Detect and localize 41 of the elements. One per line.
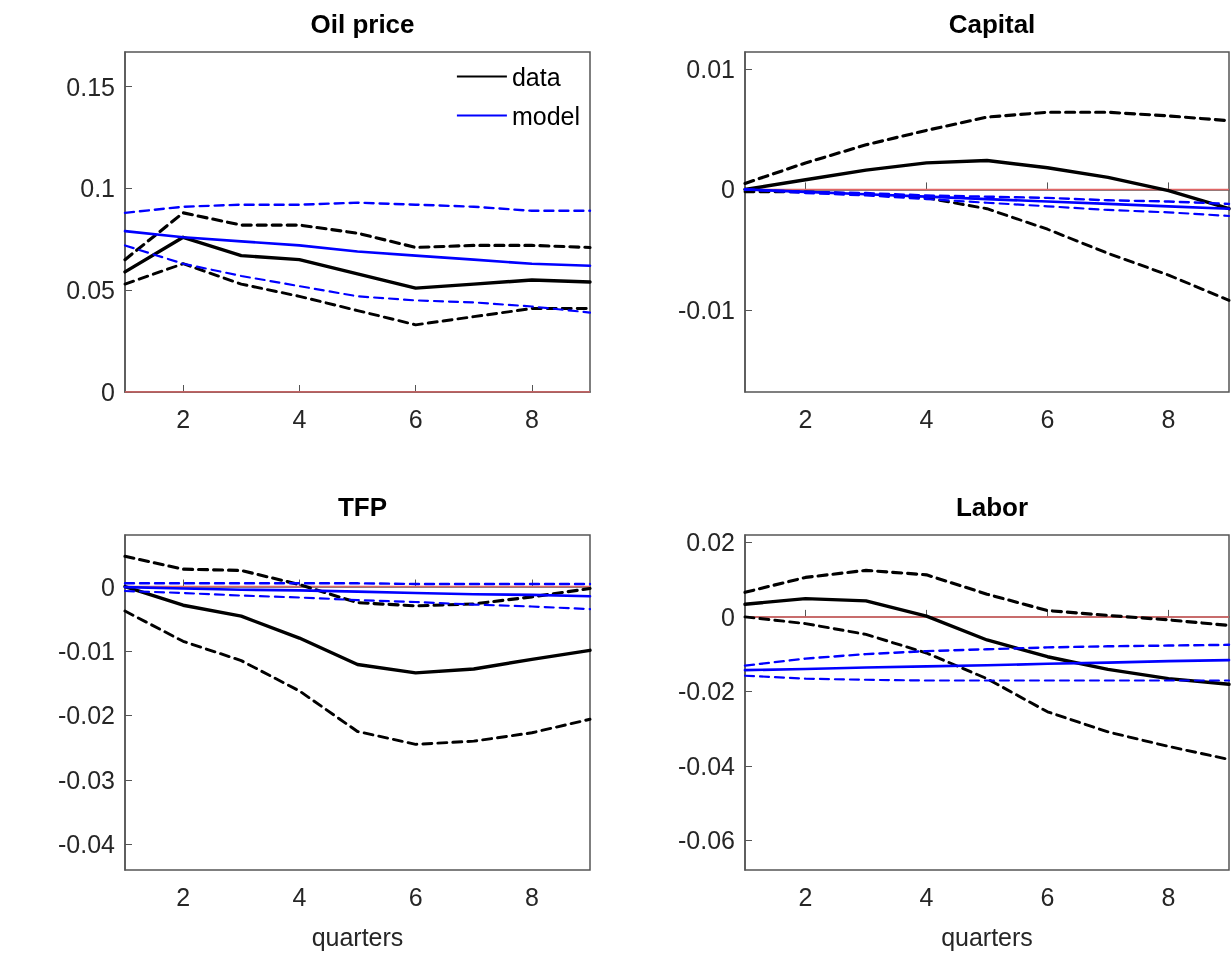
chart-title: TFP (337, 492, 388, 522)
legend-label: model (511, 101, 580, 130)
y-tick-label: 0.15 (66, 72, 115, 101)
y-tick-label: -0.04 (58, 830, 116, 859)
x-tick-label: 4 (919, 882, 934, 911)
chart-title: Oil price (310, 9, 415, 39)
y-tick-label: -0.02 (58, 701, 115, 730)
y-tick-label: 0 (721, 602, 735, 631)
y-tick-label: -0.01 (58, 636, 115, 665)
x-tick-label: 2 (176, 404, 191, 433)
y-tick-label: 0 (101, 378, 115, 406)
x-tick-label: 6 (1040, 404, 1055, 433)
y-tick-label: -0.01 (678, 296, 735, 325)
x-tick-label: 4 (919, 404, 934, 433)
y-tick-label: -0.02 (678, 677, 735, 706)
y-tick-label: -0.04 (678, 751, 736, 780)
x-tick-label: 2 (176, 882, 191, 911)
x-tick-label: 8 (524, 882, 539, 911)
x-tick-label: 8 (1161, 404, 1176, 433)
x-tick-label: 4 (292, 882, 307, 911)
chart-title: Labor (955, 492, 1029, 522)
x-tick-label: 6 (408, 404, 423, 433)
x-tick-label: 8 (524, 404, 539, 433)
x-tick-label: 6 (1040, 882, 1055, 911)
y-tick-label: 0 (721, 175, 735, 204)
x-tick-label: 6 (408, 882, 423, 911)
x-tick-label: 4 (292, 404, 307, 433)
y-tick-label: -0.06 (678, 826, 735, 855)
y-tick-label: 0.1 (80, 174, 115, 203)
x-tick-label: 2 (798, 404, 813, 433)
x-axis-title: quarters (311, 922, 404, 951)
chart-title: Capital (948, 9, 1036, 39)
y-tick-label: -0.03 (58, 765, 115, 794)
y-tick-label: 0.01 (686, 54, 735, 83)
y-tick-label: 0.02 (686, 528, 735, 557)
x-tick-label: 2 (798, 882, 813, 911)
x-tick-label: 8 (1161, 882, 1176, 911)
y-tick-label: 0.05 (66, 276, 115, 305)
legend-label: data (511, 62, 561, 91)
y-tick-label: 0 (101, 572, 115, 601)
x-axis-title: quarters (941, 922, 1033, 951)
